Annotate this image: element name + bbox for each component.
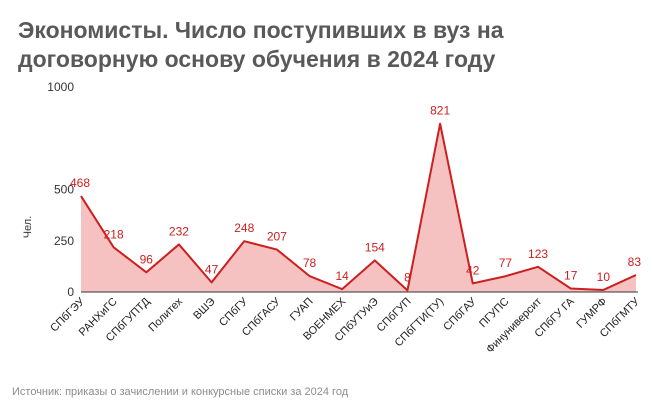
data-label: 17 [564,269,578,283]
x-tick-label: Политех [146,295,185,334]
data-label: 207 [267,230,287,244]
data-label: 123 [528,247,548,261]
y-tick-label: 1000 [47,80,74,94]
data-label: 42 [466,263,480,277]
y-axis-label: Чел. [22,216,34,239]
data-label: 248 [234,221,254,235]
x-tick-label: ВШЭ [191,296,217,322]
data-label: 218 [104,227,124,241]
chart-title: Экономисты. Число поступивших в вуз на д… [18,17,504,72]
y-tick-label: 500 [54,183,74,197]
x-tick-label: СПбГАУ [441,295,479,333]
data-label: 468 [70,176,90,190]
data-label: 77 [499,256,513,270]
data-label: 154 [365,240,385,254]
data-label: 83 [628,255,642,269]
source-note: Источник: приказы о зачислении и конкурс… [12,386,349,398]
data-label: 821 [430,104,450,118]
data-label: 47 [205,262,219,276]
data-label: 232 [169,224,189,238]
area-fill [81,123,636,292]
data-label: 96 [140,252,154,266]
data-label: 78 [303,256,317,270]
y-tick-label: 250 [54,234,74,248]
data-label: 10 [597,270,611,284]
series-line [80,122,637,292]
data-label: 8 [404,270,411,284]
x-tick-label: ГУАП [288,296,316,324]
y-tick-label: 0 [67,285,74,299]
data-label: 14 [335,269,349,283]
